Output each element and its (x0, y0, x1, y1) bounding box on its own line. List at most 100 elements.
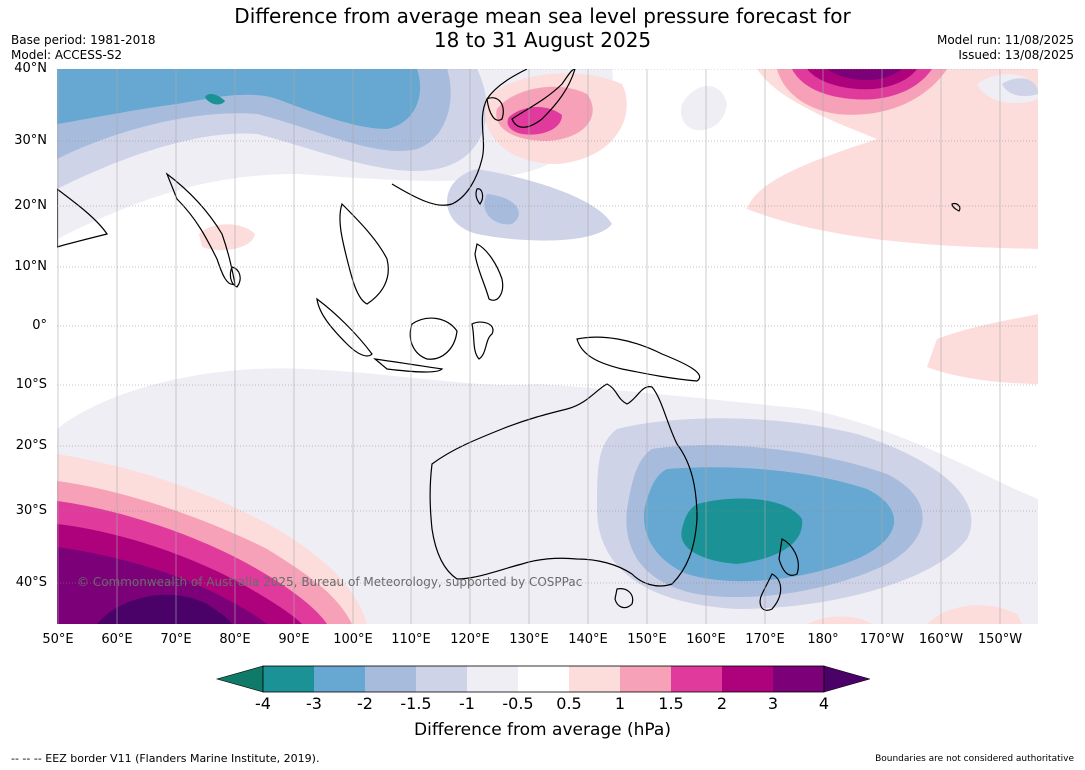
field-low-philippine-sea-core (484, 194, 519, 225)
coast-borneo (409, 317, 458, 360)
title-line-1: Difference from average mean sea level p… (234, 4, 851, 28)
lon-label: 130°E (509, 632, 549, 647)
colorbar (215, 665, 870, 693)
coast-sulawesi (471, 321, 494, 360)
title-line-2: 18 to 31 August 2025 (433, 28, 652, 52)
colorbar-segment (569, 666, 620, 692)
coast-tasmania (614, 588, 634, 609)
pressure-anomaly-map: © Commonwealth of Australia 2025, Bureau… (57, 69, 1038, 624)
coast-new-zealand-north (778, 538, 799, 576)
graticule-meridians (57, 69, 1001, 624)
coast-japan (511, 69, 576, 128)
lon-label: 80°E (219, 632, 251, 647)
lat-label: 0° (32, 318, 47, 333)
lat-label: 20°N (14, 198, 47, 213)
boundaries-note: Boundaries are not considered authoritat… (875, 754, 1074, 764)
colorbar-segment (722, 666, 773, 692)
coast-taiwan (475, 188, 484, 205)
field-high-india (199, 224, 255, 251)
colorbar-segment (671, 666, 722, 692)
lon-label: 110°E (391, 632, 431, 647)
field-high-pacific-5 (827, 69, 902, 81)
colorbar-tick: 2 (716, 694, 728, 713)
lon-label: 160°E (686, 632, 726, 647)
lon-label: 100°E (333, 632, 373, 647)
coast-new-guinea (576, 336, 700, 382)
model-run: Model run: 11/08/2025 (936, 33, 1074, 47)
colorbar-extension-high (823, 665, 870, 693)
eez-border-note: -- -- -- EEZ border V11 (Flanders Marine… (11, 752, 320, 765)
coast-china (391, 69, 528, 206)
colorbar-tick: 4 (818, 694, 830, 713)
colorbar-segments (215, 665, 870, 693)
colorbar-outline (262, 665, 825, 693)
lon-label: 140°E (568, 632, 608, 647)
colorbar-segment (773, 666, 824, 692)
lon-label: 160°W (918, 632, 964, 647)
colorbar-label: Difference from average (hPa) (414, 720, 671, 740)
lat-label: 10°N (14, 259, 47, 274)
field-high-pacific-1 (747, 69, 1038, 249)
lon-label: 170°E (745, 632, 785, 647)
colorbar-tick: -1.5 (400, 694, 432, 713)
field-low-asia-4 (57, 69, 421, 129)
anomaly-fields (57, 69, 1038, 624)
lon-label: 60°E (101, 632, 133, 647)
colorbar-tick: 0.5 (556, 694, 582, 713)
meta-left: Base period: 1981-2018 Model: ACCESS-S2 (11, 33, 156, 63)
lat-label: 40°S (15, 575, 47, 590)
field-high-southwest-5 (57, 547, 267, 624)
copyright-watermark: © Commonwealth of Australia 2025, Bureau… (77, 575, 582, 589)
lon-label: 90°E (278, 632, 310, 647)
field-high-southeast-1 (927, 605, 1022, 624)
colorbar-extension-low (215, 665, 264, 693)
field-high-southwest-6 (97, 594, 232, 624)
base-period: Base period: 1981-2018 (11, 33, 156, 47)
lon-label: 170°W (859, 632, 905, 647)
coast-sumatra (316, 297, 373, 357)
colorbar-tick: -2 (357, 694, 373, 713)
lat-label: 30°N (14, 133, 47, 148)
coast-philippines (474, 243, 504, 301)
coast-java (373, 358, 444, 373)
model-name: Model: ACCESS-S2 (11, 48, 123, 62)
field-low-southern-5 (681, 498, 803, 564)
coast-arabia (57, 188, 108, 248)
lon-label: 50°E (42, 632, 74, 647)
field-low-philippine-sea (447, 169, 612, 241)
map-title: Difference from average mean sea level p… (0, 4, 1085, 52)
coast-sri-lanka (229, 266, 241, 288)
coast-korea (486, 97, 504, 121)
colorbar-segment (416, 666, 467, 692)
lat-label: 10°S (15, 377, 47, 392)
lat-label: 20°S (15, 438, 47, 453)
field-low-north-pacific-3 (1002, 78, 1038, 97)
field-low-north-pacific-1 (680, 85, 727, 131)
colorbar-tick: 1 (614, 694, 626, 713)
lon-label: 70°E (160, 632, 192, 647)
lon-label: 180° (807, 632, 839, 647)
lon-label: 120°E (450, 632, 490, 647)
colorbar-tick: -0.5 (502, 694, 534, 713)
lat-label: 30°S (15, 503, 47, 518)
colorbar-tick: 3 (767, 694, 779, 713)
colorbar-tick: 1.5 (658, 694, 684, 713)
field-low-asia-5 (205, 94, 225, 105)
coast-indochina (339, 202, 389, 305)
coast-new-zealand-south (759, 573, 782, 611)
issued-date: Issued: 13/08/2025 (958, 48, 1074, 62)
colorbar-tick: -4 (255, 694, 271, 713)
lat-label: 40°N (14, 61, 47, 76)
colorbar-segment (263, 666, 314, 692)
coastlines (57, 69, 961, 611)
coast-australia (429, 383, 698, 587)
colorbar-segment (314, 666, 365, 692)
lon-label: 150°E (627, 632, 667, 647)
colorbar-segment (518, 666, 569, 692)
field-high-equatorial-east (927, 314, 1038, 384)
colorbar-segment (365, 666, 416, 692)
colorbar-tick: -1 (459, 694, 475, 713)
meta-right: Model run: 11/08/2025 Issued: 13/08/2025 (937, 33, 1074, 63)
colorbar-segment (467, 666, 518, 692)
coast-hawaii (951, 202, 961, 212)
